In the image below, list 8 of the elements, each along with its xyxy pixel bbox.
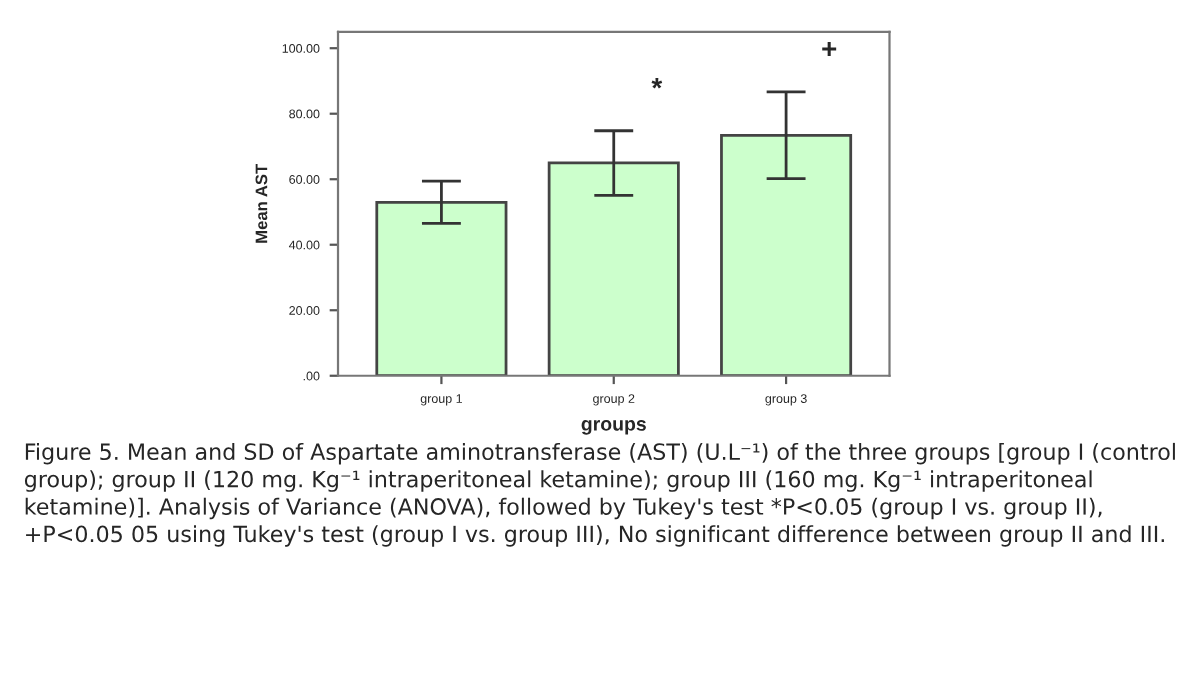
bar	[720, 133, 853, 376]
bar	[375, 201, 508, 376]
annotation: +	[822, 41, 837, 57]
annotation: *	[651, 78, 663, 89]
y-axis-title: Mean AST	[255, 164, 268, 243]
bar	[547, 161, 680, 376]
caption: Figure 5. Mean and SD of Aspartate aminotransferase (AST) (U.L⁻¹) of the three groups [group I (control group); group II (120 mg. Kg⁻¹ intraperitoneal ketamine); group III (160 mg. Kg⁻¹ intraperitoneal ketamine)]. Analysis of Variance (ANOVA), followed by Tukey's test *P<0.05 (group I vs. group II), +P<0.05 05 using Tukey's test (group I vs. group III), No significant difference between group II and III.	[24, 442, 1175, 547]
x-axis-title: groups	[581, 420, 646, 435]
